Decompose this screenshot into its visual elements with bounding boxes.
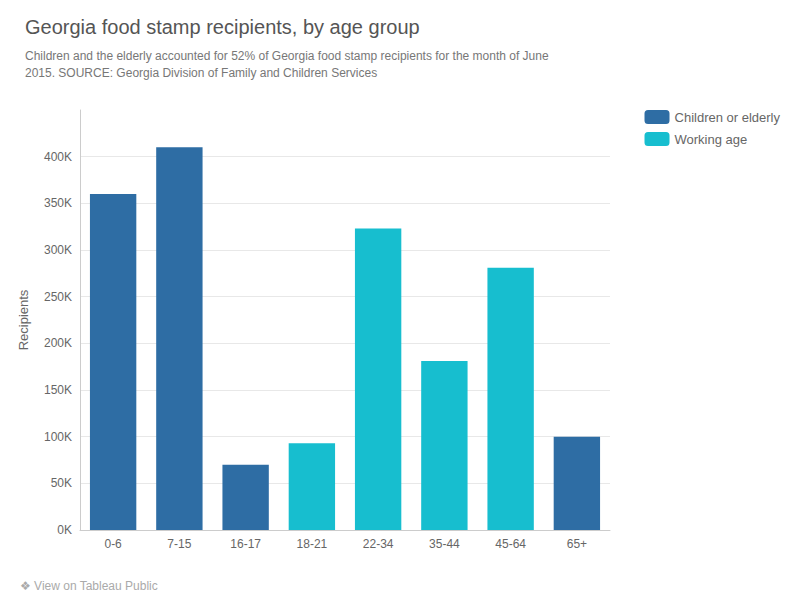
svg-text:45-64: 45-64 — [495, 537, 526, 551]
svg-text:400K: 400K — [44, 150, 72, 164]
svg-text:300K: 300K — [44, 243, 72, 257]
svg-text:18-21: 18-21 — [297, 537, 328, 551]
svg-text:350K: 350K — [44, 196, 72, 210]
svg-text:200K: 200K — [44, 336, 72, 350]
svg-text:Children or elderly: Children or elderly — [675, 110, 781, 125]
svg-text:16-17: 16-17 — [230, 537, 261, 551]
svg-text:Working age: Working age — [675, 132, 748, 147]
svg-text:2015. SOURCE: Georgia Division: 2015. SOURCE: Georgia Division of Family… — [25, 66, 377, 80]
svg-text:35-44: 35-44 — [429, 537, 460, 551]
svg-text:0K: 0K — [57, 523, 72, 537]
svg-text:50K: 50K — [51, 476, 72, 490]
svg-text:Recipients: Recipients — [16, 289, 31, 350]
svg-text:7-15: 7-15 — [167, 537, 191, 551]
svg-text:22-34: 22-34 — [363, 537, 394, 551]
svg-text:Georgia food stamp recipients,: Georgia food stamp recipients, by age gr… — [25, 16, 420, 38]
svg-text:100K: 100K — [44, 430, 72, 444]
svg-text:0-6: 0-6 — [104, 537, 122, 551]
svg-text:Children and the elderly accou: Children and the elderly accounted for 5… — [25, 49, 549, 63]
svg-text:250K: 250K — [44, 290, 72, 304]
svg-text:❖ View on Tableau Public: ❖ View on Tableau Public — [20, 579, 158, 593]
svg-text:65+: 65+ — [567, 537, 587, 551]
svg-text:150K: 150K — [44, 383, 72, 397]
